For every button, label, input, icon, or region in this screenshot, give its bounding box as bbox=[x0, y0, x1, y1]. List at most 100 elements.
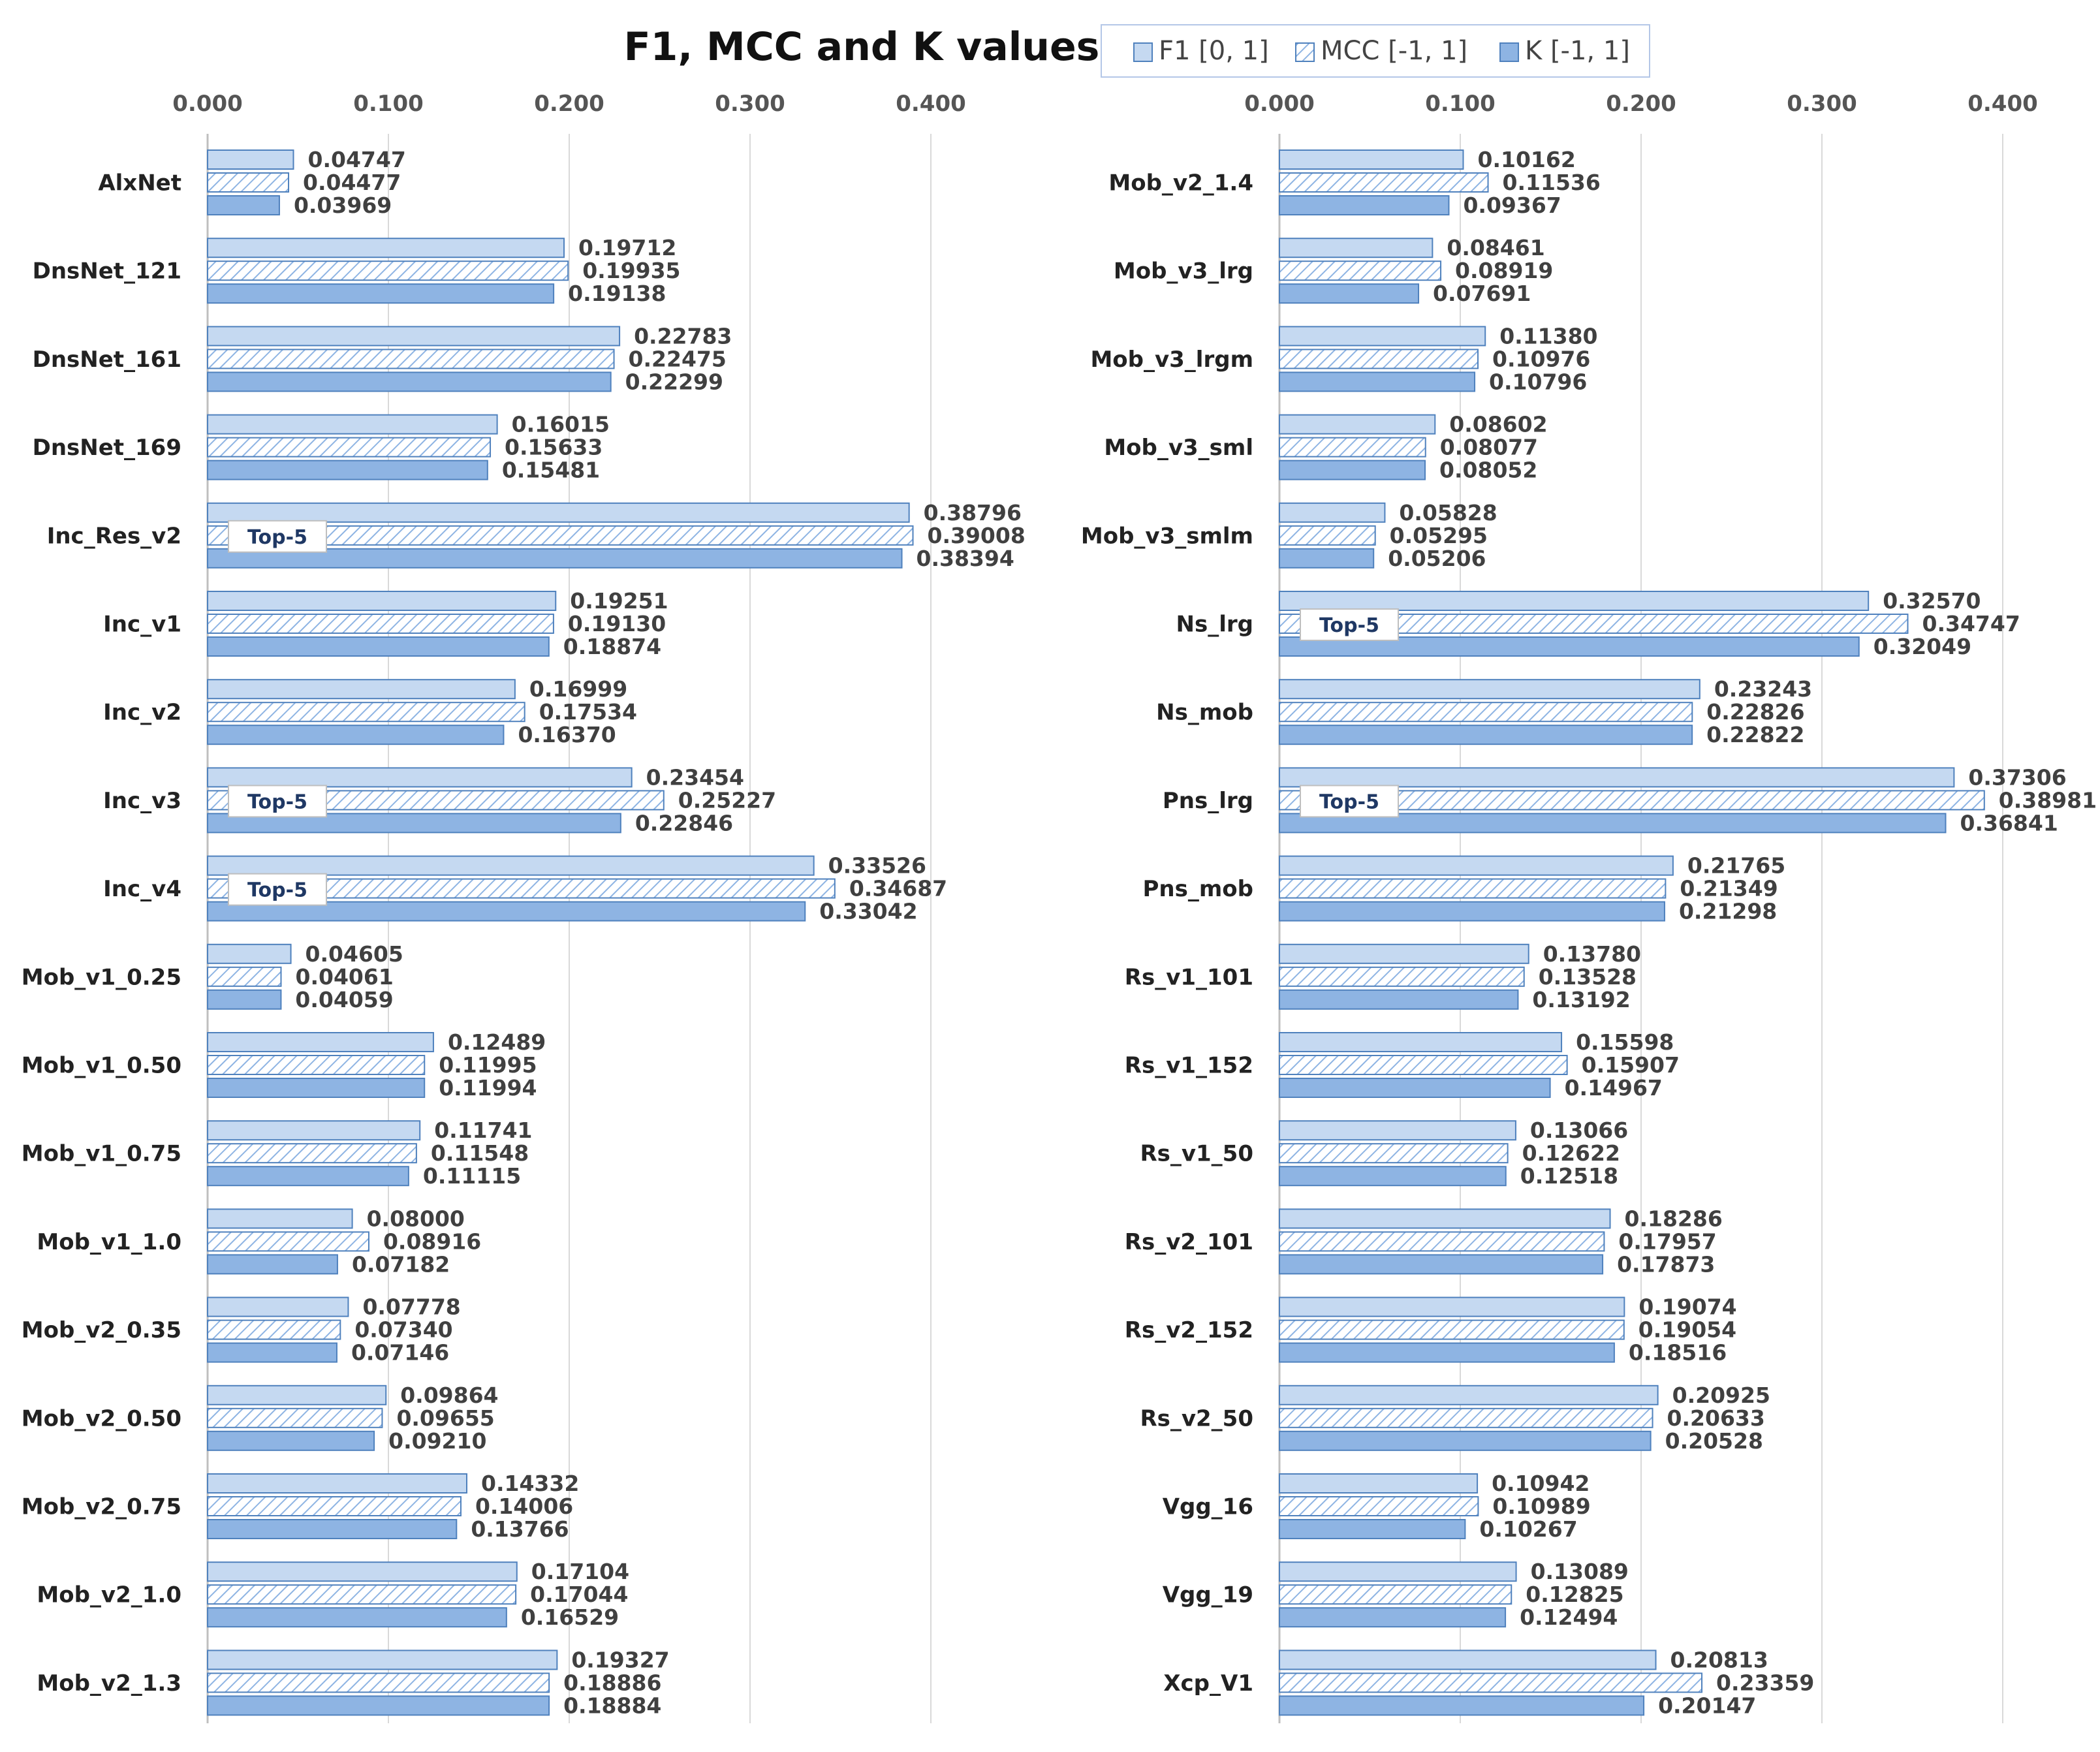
data-label-mcc: 0.39008 bbox=[928, 523, 1026, 548]
data-label-k: 0.11115 bbox=[423, 1163, 521, 1189]
data-label-f1: 0.16999 bbox=[529, 676, 627, 702]
bar-f1 bbox=[207, 855, 815, 876]
data-label-f1: 0.23454 bbox=[646, 764, 744, 790]
bar-k bbox=[1279, 725, 1693, 745]
bar-mcc bbox=[1279, 1496, 1479, 1516]
category-label: Mob_v1_0.50 bbox=[22, 1053, 181, 1079]
bar-mcc bbox=[207, 1496, 462, 1516]
data-label-k: 0.20528 bbox=[1665, 1428, 1763, 1454]
data-label-k: 0.14967 bbox=[1565, 1075, 1663, 1101]
category-label: Mob_v2_1.3 bbox=[37, 1670, 181, 1697]
bar-f1 bbox=[207, 414, 498, 435]
legend: F1 [0, 1] MCC [-1, 1] K [-1, 1] bbox=[1101, 24, 1650, 78]
bar-mcc bbox=[1279, 966, 1525, 987]
bar-f1 bbox=[207, 1473, 467, 1494]
data-label-k: 0.18516 bbox=[1629, 1340, 1727, 1366]
data-label-mcc: 0.17534 bbox=[539, 699, 637, 725]
bar-mcc bbox=[1279, 172, 1489, 193]
data-label-f1: 0.11380 bbox=[1499, 323, 1597, 349]
category-label: Ns_lrg bbox=[1176, 612, 1253, 638]
data-label-k: 0.07182 bbox=[352, 1251, 450, 1277]
bar-f1 bbox=[207, 1384, 387, 1405]
data-label-k: 0.13192 bbox=[1532, 987, 1630, 1012]
top5-badge bbox=[1300, 608, 1399, 641]
x-tick-label: 0.100 bbox=[353, 91, 424, 117]
category-label: Inc_v1 bbox=[103, 612, 181, 638]
legend-swatch-k bbox=[1499, 42, 1519, 62]
data-label-k: 0.21298 bbox=[1679, 899, 1777, 924]
data-label-f1: 0.20925 bbox=[1672, 1383, 1770, 1408]
bar-mcc bbox=[207, 966, 282, 987]
data-label-mcc: 0.22475 bbox=[629, 346, 727, 371]
category-label: Rs_v1_101 bbox=[1125, 964, 1253, 990]
data-label-k: 0.16529 bbox=[521, 1604, 619, 1630]
bar-k bbox=[207, 371, 612, 392]
data-label-mcc: 0.18886 bbox=[563, 1670, 661, 1695]
data-label-k: 0.20147 bbox=[1658, 1693, 1756, 1718]
bar-mcc bbox=[207, 1143, 417, 1164]
data-label-k: 0.10796 bbox=[1489, 369, 1587, 394]
bar-k bbox=[1279, 1430, 1652, 1451]
data-label-mcc: 0.15907 bbox=[1582, 1052, 1680, 1078]
category-label: Mob_v2_1.4 bbox=[1108, 170, 1253, 196]
bar-f1 bbox=[207, 1120, 421, 1141]
data-label-k: 0.07691 bbox=[1433, 281, 1531, 306]
data-label-mcc: 0.21349 bbox=[1680, 876, 1778, 901]
data-label-k: 0.18874 bbox=[563, 634, 661, 659]
bar-k bbox=[1279, 1342, 1615, 1363]
bar-k bbox=[207, 636, 550, 657]
data-label-f1: 0.10162 bbox=[1477, 147, 1575, 172]
bar-k bbox=[207, 1342, 337, 1363]
bar-mcc bbox=[207, 614, 554, 634]
category-label: Vgg_19 bbox=[1163, 1582, 1253, 1608]
x-tick-label: 0.300 bbox=[715, 91, 785, 117]
x-tick-label: 0.300 bbox=[1787, 91, 1857, 117]
bar-mcc bbox=[207, 1055, 426, 1075]
data-label-k: 0.38394 bbox=[917, 546, 1014, 571]
data-label-f1: 0.38796 bbox=[924, 500, 1022, 525]
category-label: Mob_v1_1.0 bbox=[37, 1229, 181, 1255]
bar-k bbox=[207, 1430, 375, 1451]
data-label-k: 0.07146 bbox=[351, 1340, 449, 1366]
category-label: DnsNet_121 bbox=[33, 258, 181, 285]
data-label-f1: 0.04605 bbox=[306, 941, 403, 967]
data-label-f1: 0.07778 bbox=[362, 1294, 460, 1320]
bar-f1 bbox=[207, 591, 557, 611]
data-label-mcc: 0.17957 bbox=[1618, 1228, 1716, 1254]
category-label: Inc_v4 bbox=[103, 876, 181, 902]
category-label: Mob_v2_0.50 bbox=[22, 1405, 181, 1431]
bar-mcc bbox=[1279, 1672, 1703, 1693]
bar-k bbox=[1279, 1695, 1645, 1716]
data-label-k: 0.09367 bbox=[1463, 193, 1561, 218]
bar-k bbox=[1279, 1607, 1507, 1628]
bar-f1 bbox=[207, 1561, 518, 1582]
bar-mcc bbox=[1279, 1319, 1625, 1340]
x-tick-label: 0.400 bbox=[1967, 91, 2038, 117]
bar-k bbox=[1279, 1166, 1507, 1187]
category-label: Mob_v2_0.35 bbox=[22, 1317, 181, 1343]
bar-k bbox=[207, 283, 555, 304]
bar-k bbox=[207, 1607, 507, 1628]
top5-badge-label: Top-5 bbox=[247, 790, 307, 813]
bar-mcc bbox=[1279, 702, 1693, 723]
bar-f1 bbox=[207, 1032, 434, 1052]
data-label-k: 0.12494 bbox=[1520, 1604, 1618, 1630]
bar-f1 bbox=[1279, 1561, 1517, 1582]
bar-f1 bbox=[207, 149, 294, 170]
data-label-k: 0.22846 bbox=[635, 810, 733, 836]
bar-mcc bbox=[1279, 1231, 1605, 1252]
bar-mcc bbox=[207, 1584, 517, 1605]
data-label-f1: 0.17104 bbox=[531, 1559, 629, 1584]
legend-label-k: K [-1, 1] bbox=[1525, 36, 1630, 66]
x-tick-label: 0.000 bbox=[172, 91, 243, 117]
data-label-f1: 0.08602 bbox=[1449, 412, 1547, 437]
bar-f1 bbox=[1279, 1120, 1516, 1141]
bar-f1 bbox=[1279, 149, 1464, 170]
legend-swatch-f1 bbox=[1133, 42, 1153, 62]
bar-k bbox=[1279, 989, 1519, 1010]
data-label-k: 0.16370 bbox=[518, 722, 616, 747]
data-label-f1: 0.13066 bbox=[1530, 1118, 1628, 1143]
bar-f1 bbox=[1279, 855, 1674, 876]
bar-mcc bbox=[207, 1672, 550, 1693]
